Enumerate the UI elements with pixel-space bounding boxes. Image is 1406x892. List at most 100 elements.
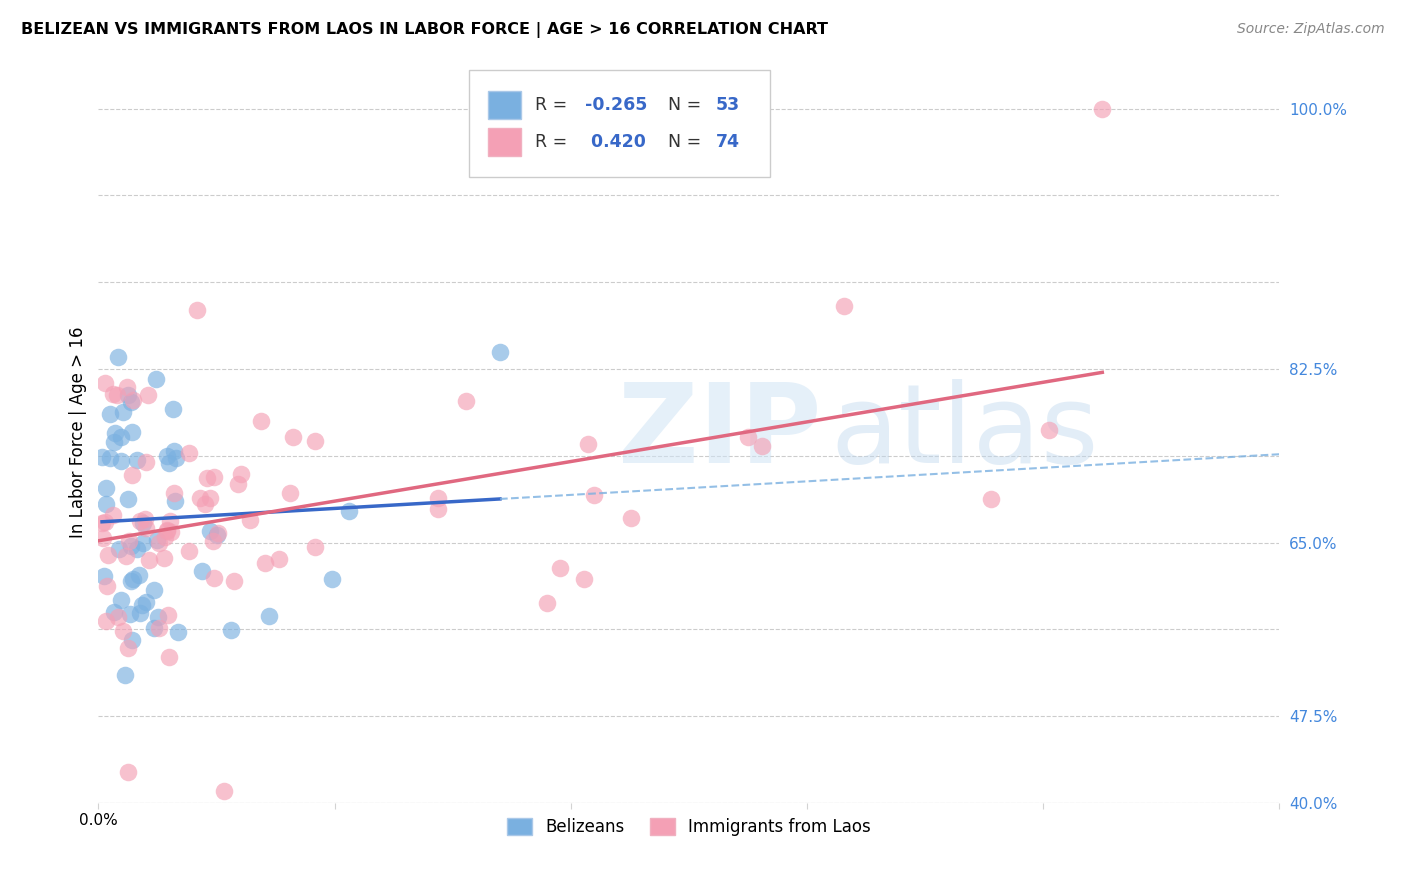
Point [427,491,450,506]
Point [195,471,218,485]
Point [146,533,169,547]
Legend: Belizeans, Immigrants from Laos: Belizeans, Immigrants from Laos [501,811,877,843]
Point [120,539,142,553]
Point [131,598,153,612]
Point [121,468,143,483]
Text: Source: ZipAtlas.com: Source: ZipAtlas.com [1237,22,1385,37]
Point [162,401,184,416]
Point [107,350,129,364]
Point [269,551,291,566]
Point [536,596,558,610]
Point [94,515,117,529]
Point [115,549,138,564]
Point [207,527,229,541]
Point [156,524,179,539]
Point [202,470,225,484]
Point [117,492,139,507]
Point [117,387,139,401]
Point [153,530,176,544]
Point [135,455,157,469]
Point [582,488,605,502]
Point [572,572,595,586]
Point [91,450,114,464]
Point [737,430,759,444]
Text: 74: 74 [716,133,740,151]
Point [101,387,124,401]
Text: BELIZEAN VS IMMIGRANTS FROM LAOS IN LABOR FORCE | AGE > 16 CORRELATION CHART: BELIZEAN VS IMMIGRANTS FROM LAOS IN LABO… [21,22,828,38]
Point [112,624,135,638]
Point [115,380,138,394]
Point [97,548,120,562]
Point [146,610,169,624]
Point [128,606,150,620]
Point [121,425,143,439]
Point [114,668,136,682]
Point [163,444,186,458]
Point [105,387,128,401]
Point [128,568,150,582]
Point [120,607,142,622]
Point [253,556,276,570]
Point [238,513,260,527]
Point [148,621,170,635]
Text: R =: R = [536,95,568,113]
FancyBboxPatch shape [488,91,522,119]
Point [980,491,1002,506]
Point [226,476,249,491]
Point [751,439,773,453]
Point [200,524,222,539]
Point [108,541,131,556]
Point [94,481,117,495]
Point [229,467,252,482]
Point [283,430,305,444]
Text: -0.265: -0.265 [585,95,647,113]
Point [103,435,125,450]
Point [280,485,302,500]
Point [456,393,478,408]
Point [110,592,132,607]
Point [121,632,143,647]
Point [121,572,143,586]
Point [94,376,117,390]
Point [132,536,155,550]
Point [127,453,149,467]
Point [194,498,217,512]
Point [91,516,114,530]
Point [155,449,177,463]
Point [148,536,170,550]
Point [202,571,225,585]
Point [548,561,571,575]
Point [190,491,212,505]
Point [103,605,125,619]
Point [212,784,235,798]
Point [620,511,643,525]
Point [177,446,200,460]
Point [304,434,326,448]
Point [128,515,150,529]
Point [202,533,225,548]
Point [304,541,326,555]
Text: 53: 53 [716,95,740,113]
Point [156,524,179,538]
Point [200,491,222,506]
Point [127,541,149,556]
FancyBboxPatch shape [470,70,770,178]
Point [94,497,117,511]
Point [107,610,129,624]
Point [321,572,343,586]
Point [112,405,135,419]
Point [98,451,121,466]
Text: ZIP: ZIP [619,379,821,486]
Text: N =: N = [668,95,702,113]
Point [120,395,142,409]
Point [136,388,159,402]
Point [159,524,181,539]
Point [165,451,187,466]
Point [249,414,271,428]
Point [110,454,132,468]
Point [426,502,449,516]
Point [104,425,127,440]
Point [257,608,280,623]
Point [156,608,179,623]
Point [177,544,200,558]
